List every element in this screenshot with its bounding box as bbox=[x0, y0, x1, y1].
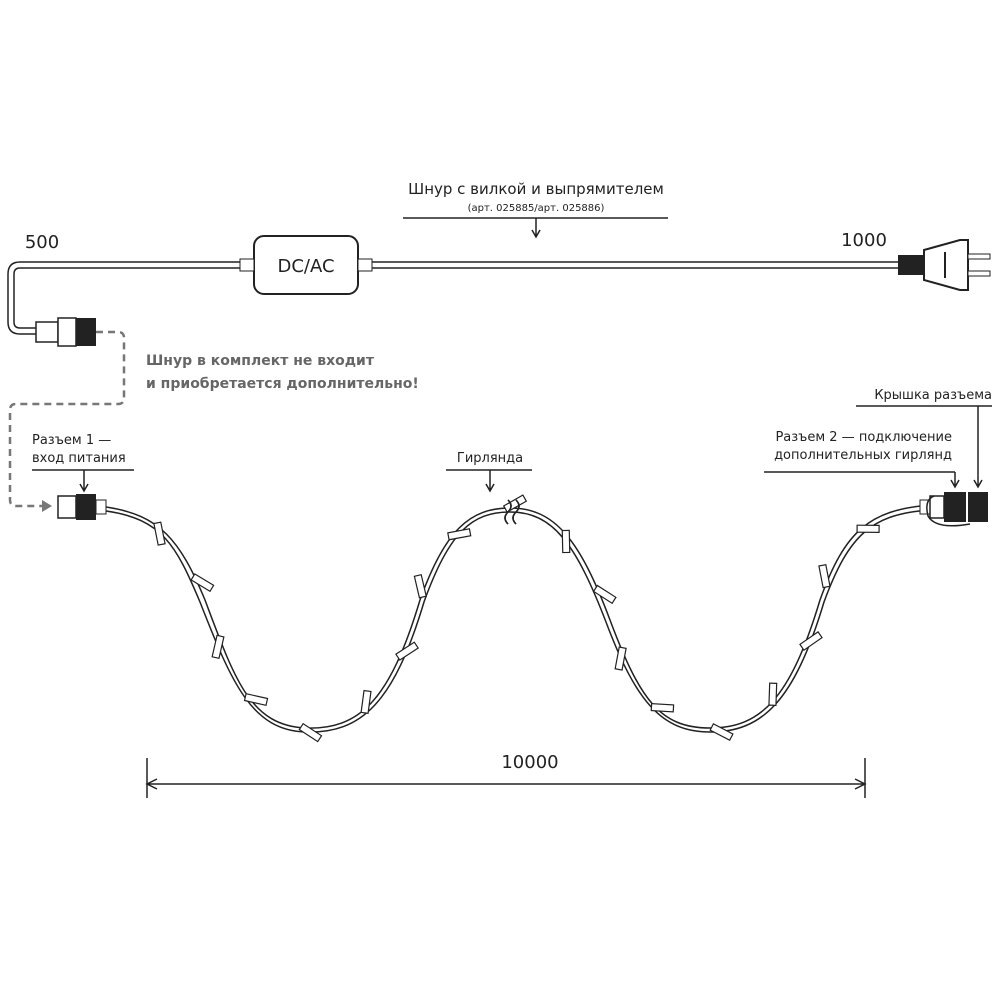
plug-icon bbox=[898, 239, 991, 291]
dashed-cord-route bbox=[8, 330, 126, 508]
led-bulb bbox=[395, 641, 419, 661]
connector1-label-2: вход питания bbox=[32, 451, 126, 466]
connector2-icon bbox=[919, 492, 988, 527]
led-bulb bbox=[768, 682, 778, 706]
led-bulb bbox=[153, 521, 166, 546]
led-bulb bbox=[856, 524, 880, 534]
cord-left-inner bbox=[13, 267, 240, 329]
connector1-pointer bbox=[32, 469, 134, 493]
connector1-icon bbox=[57, 494, 107, 520]
cord-title: Шнур с вилкой и выпрямителем bbox=[408, 180, 664, 198]
connector2-pointer bbox=[764, 471, 960, 489]
connector1-label-1: Разъем 1 — bbox=[32, 433, 111, 448]
dashed-arrow bbox=[42, 500, 52, 512]
led-bulb bbox=[799, 631, 823, 651]
cord-left bbox=[7, 261, 240, 335]
length-1000: 1000 bbox=[841, 230, 887, 251]
connector-cap bbox=[968, 492, 988, 522]
connector2-label-2: дополнительных гирлянд bbox=[774, 448, 952, 463]
led-bulb bbox=[298, 722, 323, 743]
not-included-note-1: Шнур в комплект не входит bbox=[146, 353, 375, 369]
converter-label: DC/AC bbox=[277, 256, 334, 277]
led-bulb bbox=[502, 494, 528, 513]
garland-pointer bbox=[446, 469, 532, 493]
length-10000: 10000 bbox=[501, 752, 558, 773]
cord-connector-icon bbox=[35, 317, 96, 347]
connector2-label-1: Разъем 2 — подключение bbox=[775, 430, 952, 445]
led-bulb bbox=[447, 528, 472, 541]
led-bulb bbox=[360, 689, 372, 714]
cord-right bbox=[372, 261, 898, 269]
led-bulb bbox=[561, 529, 571, 554]
led-bulb bbox=[650, 702, 675, 713]
not-included-note-2: и приобретается дополнительно! bbox=[146, 376, 419, 392]
garland-wire-2 bbox=[105, 509, 931, 733]
cap-pointer bbox=[856, 405, 992, 489]
led-bulb bbox=[413, 573, 427, 599]
led-bulb bbox=[243, 692, 269, 707]
led-bulb bbox=[614, 646, 627, 671]
garland-label: Гирлянда bbox=[457, 451, 523, 466]
led-bulb bbox=[709, 723, 734, 742]
cord-arrow bbox=[531, 218, 541, 239]
cord-article: (арт. 025885/арт. 025886) bbox=[468, 203, 605, 214]
cap-label: Крышка разъема bbox=[874, 388, 992, 403]
converter-right-sleeve bbox=[357, 258, 373, 272]
led-bulb bbox=[211, 634, 225, 660]
led-bulbs bbox=[153, 494, 880, 743]
led-bulb bbox=[592, 584, 617, 605]
led-bulb bbox=[190, 573, 215, 593]
garland-wire bbox=[105, 504, 931, 729]
dimension-line bbox=[145, 758, 867, 798]
length-500: 500 bbox=[25, 232, 59, 253]
led-bulb bbox=[818, 563, 831, 589]
converter-left-sleeve bbox=[239, 258, 255, 272]
wire-break-icon bbox=[504, 499, 520, 525]
